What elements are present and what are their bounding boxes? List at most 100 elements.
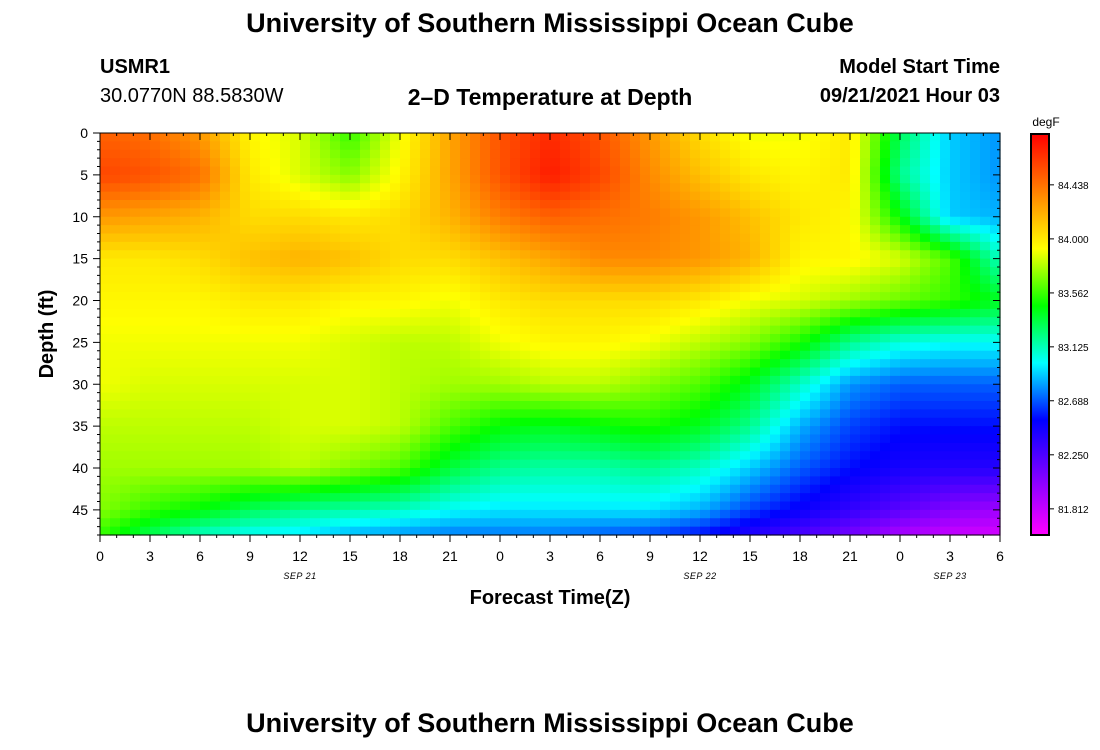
heatmap-cell [340, 275, 351, 285]
heatmap-cell [840, 334, 851, 343]
heatmap-cell [850, 300, 861, 310]
heatmap-cell [310, 250, 321, 260]
heatmap-cell [610, 493, 621, 503]
heatmap-cell [710, 191, 721, 201]
heatmap-cell [580, 283, 591, 293]
heatmap-cell [420, 459, 431, 469]
heatmap-cell [880, 258, 891, 268]
heatmap-cell [490, 367, 501, 377]
heatmap-cell [400, 392, 411, 402]
heatmap-cell [400, 451, 411, 461]
heatmap-cell [290, 501, 301, 511]
heatmap-cell [420, 141, 431, 151]
heatmap-cell [370, 342, 381, 352]
heatmap-cell [880, 501, 891, 511]
heatmap-cell [500, 200, 511, 209]
heatmap-cell [450, 434, 461, 444]
heatmap-cell [700, 468, 711, 477]
heatmap-cell [350, 451, 361, 461]
heatmap-cell [550, 267, 561, 276]
heatmap-cell [710, 233, 721, 243]
heatmap-cell [800, 526, 811, 536]
heatmap-cell [270, 451, 281, 461]
heatmap-cell [190, 401, 201, 410]
heatmap-cell [390, 501, 401, 511]
heatmap-cell [220, 141, 231, 151]
heatmap-cell [280, 200, 291, 209]
heatmap-cell [100, 476, 111, 486]
heatmap-cell [450, 225, 461, 235]
heatmap-cell [590, 258, 601, 268]
heatmap-cell [410, 325, 421, 335]
heatmap-cell [330, 384, 341, 394]
heatmap-cell [910, 501, 921, 511]
heatmap-cell [540, 442, 551, 452]
heatmap-cell [730, 359, 741, 369]
heatmap-cell [600, 476, 611, 486]
heatmap-cell [650, 409, 661, 419]
heatmap-cell [300, 141, 311, 151]
heatmap-cell [660, 241, 671, 251]
heatmap-cell [120, 409, 131, 419]
heatmap-cell [180, 526, 191, 536]
heatmap-cell [570, 409, 581, 419]
heatmap-cell [690, 409, 701, 419]
heatmap-cell [180, 392, 191, 402]
heatmap-cell [660, 501, 671, 511]
heatmap-cell [540, 392, 551, 402]
heatmap-cell [500, 334, 511, 343]
heatmap-cell [930, 158, 941, 168]
heatmap-cell [560, 275, 571, 285]
heatmap-cell [920, 476, 931, 486]
heatmap-cell [420, 241, 431, 251]
heatmap-cell [300, 350, 311, 360]
heatmap-cell [910, 317, 921, 327]
heatmap-cell [780, 275, 791, 285]
heatmap-cell [260, 141, 271, 151]
heatmap-cell [930, 267, 941, 276]
heatmap-cell [780, 526, 791, 536]
heatmap-cell [320, 141, 331, 151]
heatmap-cell [790, 149, 801, 159]
heatmap-cell [230, 342, 241, 352]
heatmap-cell [410, 133, 421, 142]
heatmap-cell [520, 166, 531, 176]
heatmap-cell [810, 434, 821, 444]
heatmap-cell [330, 468, 341, 477]
heatmap-cell [270, 509, 281, 519]
heatmap-cell [320, 208, 331, 218]
heatmap-cell [880, 174, 891, 184]
heatmap-cell [180, 317, 191, 327]
heatmap-cell [340, 409, 351, 419]
heatmap-cell [300, 476, 311, 486]
heatmap-cell [530, 375, 541, 385]
heatmap-cell [480, 493, 491, 503]
heatmap-cell [710, 325, 721, 335]
heatmap-cell [100, 526, 111, 536]
heatmap-cell [660, 183, 671, 193]
heatmap-cell [440, 501, 451, 511]
heatmap-cell [570, 149, 581, 159]
x-tick-label: 12 [692, 548, 708, 564]
heatmap-cell [130, 384, 141, 394]
heatmap-cell [110, 518, 121, 528]
heatmap-cell [450, 267, 461, 276]
heatmap-cell [830, 283, 841, 293]
heatmap-cell [330, 225, 341, 235]
heatmap-cell [760, 334, 771, 343]
heatmap-cell [730, 501, 741, 511]
heatmap-cell [730, 342, 741, 352]
heatmap-cell [960, 442, 971, 452]
heatmap-cell [350, 367, 361, 377]
heatmap-cell [600, 526, 611, 536]
heatmap-cell [540, 426, 551, 436]
heatmap-cell [800, 468, 811, 477]
heatmap-cell [960, 501, 971, 511]
heatmap-cell [340, 208, 351, 218]
heatmap-cell [870, 342, 881, 352]
heatmap-cell [740, 375, 751, 385]
heatmap-cell [590, 166, 601, 176]
heatmap-cell [280, 493, 291, 503]
heatmap-cell [590, 225, 601, 235]
heatmap-cell [220, 267, 231, 276]
